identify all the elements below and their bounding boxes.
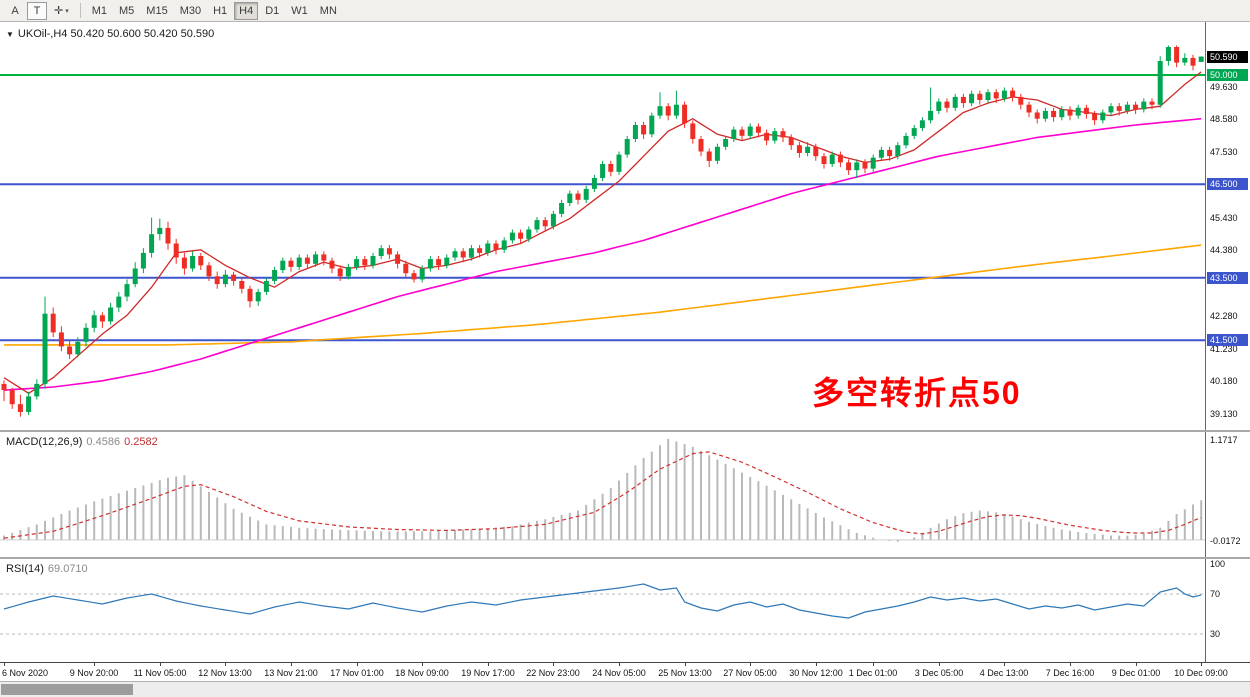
time-axis-label: 9 Nov 20:00 (69, 668, 119, 678)
price-tick-label: 44.380 (1210, 245, 1238, 256)
timeframe-mn-button[interactable]: MN (315, 2, 342, 20)
time-axis-label: 3 Dec 05:00 (914, 668, 964, 678)
price-badge: 46.500 (1207, 178, 1248, 191)
time-tick (750, 663, 751, 666)
horizontal-scrollbar[interactable] (0, 681, 1250, 697)
price-badge: 43.500 (1207, 271, 1248, 284)
chevron-down-icon[interactable]: ▼ (6, 30, 14, 39)
time-axis-label: 12 Nov 13:00 (198, 668, 252, 678)
rsi-name: RSI(14) (6, 563, 44, 575)
symbol-ohlc-label: ▼ UKOil-,H4 50.420 50.600 50.420 50.590 (6, 28, 214, 40)
macd-main-value: 0.4586 (86, 436, 121, 448)
macd-label: MACD(12,26,9) 0.4586 0.2582 (6, 436, 158, 448)
time-axis-label: 6 Nov 2020 (2, 668, 49, 678)
timeframe-m1-button[interactable]: M1 (87, 2, 112, 20)
timeframe-m5-button[interactable]: M5 (114, 2, 139, 20)
time-axis-label: 22 Nov 23:00 (526, 668, 580, 678)
price-tick-label: 47.530 (1210, 147, 1238, 158)
macd-axis: 1.1717 -0.0172 (1205, 432, 1250, 557)
crosshair-icon: ✛ (54, 5, 64, 17)
timeframe-w1-button[interactable]: W1 (286, 2, 313, 20)
time-tick (873, 663, 874, 666)
time-axis-label: 7 Dec 16:00 (1045, 668, 1095, 678)
time-tick (1070, 663, 1071, 666)
time-axis-label: 1 Dec 01:00 (848, 668, 898, 678)
time-axis-label: 18 Nov 09:00 (395, 668, 449, 678)
crosshair-tool-button[interactable]: ✛ ▾ (49, 2, 74, 20)
macd-min-label: -0.0172 (1210, 536, 1241, 547)
price-tick-label: 39.130 (1210, 409, 1238, 420)
price-tick-label: 45.430 (1210, 212, 1238, 223)
price-tick-label: 40.180 (1210, 376, 1238, 387)
price-badge: 50.590 (1207, 50, 1248, 63)
time-axis[interactable]: 6 Nov 2020 9 Nov 20:00 11 Nov 05:00 12 Nov … (0, 662, 1250, 681)
time-tick (94, 663, 95, 666)
time-tick (225, 663, 226, 666)
time-tick (4, 663, 5, 666)
time-tick (1201, 663, 1202, 666)
price-chart-pane[interactable]: ▼ UKOil-,H4 50.420 50.600 50.420 50.590 多… (0, 22, 1250, 430)
timeframe-d1-button[interactable]: D1 (260, 2, 284, 20)
time-axis-label: 27 Nov 05:00 (723, 668, 777, 678)
rsi-label: RSI(14) 69.0710 (6, 563, 88, 575)
time-tick (685, 663, 686, 666)
rsi-axis: 100 70 30 (1205, 559, 1250, 662)
time-tick (816, 663, 817, 666)
time-axis-label: 9 Dec 01:00 (1111, 668, 1161, 678)
time-tick (1136, 663, 1137, 666)
time-axis-label: 25 Nov 13:00 (658, 668, 712, 678)
timeframe-m30-button[interactable]: M30 (175, 2, 206, 20)
rsi-level-label: 70 (1210, 589, 1221, 599)
arrow-tool-button[interactable]: A (5, 2, 25, 20)
time-axis-label: 13 Nov 21:00 (264, 668, 318, 678)
rsi-indicator-pane[interactable]: RSI(14) 69.0710 100 70 30 (0, 557, 1250, 662)
rsi-chart-canvas[interactable] (0, 559, 1205, 660)
time-tick (291, 663, 292, 666)
price-tick-label: 41.230 (1210, 343, 1238, 354)
time-axis-label: 19 Nov 17:00 (461, 668, 515, 678)
time-tick (422, 663, 423, 666)
time-tick (939, 663, 940, 666)
price-badge: 50.000 (1207, 69, 1248, 82)
macd-signal-value: 0.2582 (124, 436, 158, 448)
text-tool-button[interactable]: T (27, 1, 47, 20)
toolbar: A T ✛ ▾ M1 M5 M15 M30 H1 H4 D1 W1 MN (0, 0, 1250, 22)
time-tick (1004, 663, 1005, 666)
price-tick-label: 49.630 (1210, 81, 1238, 92)
time-tick (160, 663, 161, 666)
macd-max-label: 1.1717 (1210, 434, 1238, 445)
time-tick (357, 663, 358, 666)
time-axis-label: 30 Nov 12:00 (789, 668, 843, 678)
rsi-level-label: 100 (1210, 559, 1226, 569)
time-tick (619, 663, 620, 666)
time-axis-label: 11 Nov 05:00 (133, 668, 187, 678)
time-axis-label: 10 Dec 09:00 (1174, 668, 1228, 678)
price-axis[interactable]: 49.630 48.580 47.530 45.430 44.380 42.280 41.2… (1205, 22, 1250, 430)
timeframe-h4-button[interactable]: H4 (234, 1, 259, 20)
symbol-ohlc-text: UKOil-,H4 50.420 50.600 50.420 50.590 (17, 28, 215, 40)
chevron-down-icon: ▾ (65, 7, 69, 15)
time-axis-label: 17 Nov 01:00 (330, 668, 384, 678)
price-chart-canvas[interactable] (0, 22, 1205, 430)
timeframe-h1-button[interactable]: H1 (208, 2, 232, 20)
price-tick-label: 42.280 (1210, 310, 1238, 321)
price-tick-label: 48.580 (1210, 114, 1238, 125)
time-tick (553, 663, 554, 666)
macd-name: MACD(12,26,9) (6, 436, 83, 448)
time-axis-label: 24 Nov 05:00 (592, 668, 646, 678)
toolbar-separator (79, 3, 81, 18)
chart-annotation-text[interactable]: 多空转折点50 (812, 375, 1022, 411)
macd-chart-canvas[interactable] (0, 432, 1205, 555)
scrollbar-thumb[interactable] (1, 684, 133, 695)
macd-indicator-pane[interactable]: MACD(12,26,9) 0.4586 0.2582 1.1717 -0.0172 (0, 430, 1250, 557)
rsi-value: 69.0710 (47, 563, 88, 575)
price-badge: 41.500 (1207, 334, 1248, 347)
rsi-level-label: 30 (1210, 629, 1221, 639)
time-axis-label: 4 Dec 13:00 (979, 668, 1029, 678)
time-tick (488, 663, 489, 666)
timeframe-m15-button[interactable]: M15 (141, 2, 172, 20)
